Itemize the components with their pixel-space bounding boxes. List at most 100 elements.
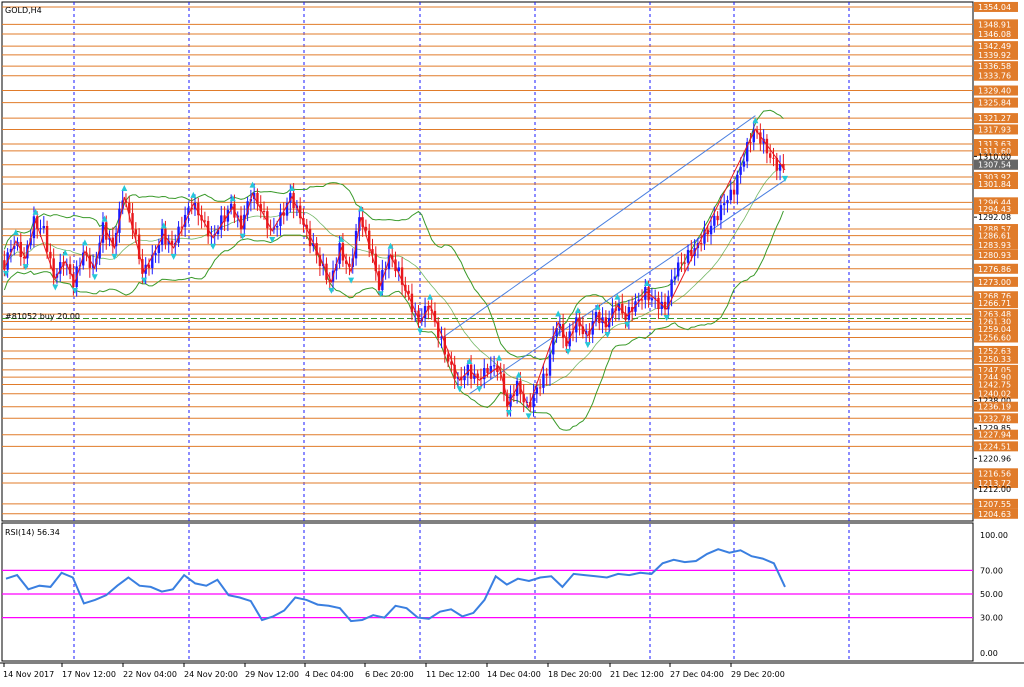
fractal-up-marker [288,185,295,192]
price-box [974,197,1018,208]
price-box [974,498,1018,509]
candle-body [650,298,654,301]
price-axis-label: 1342.49 [978,42,1011,51]
candle-body [59,262,62,274]
price-box [974,41,1018,52]
price-box [974,49,1018,60]
fractal-down-marker [525,413,532,420]
last-price-box [974,159,1018,170]
candle-body [180,226,184,228]
candle-body [203,220,207,222]
candle-body [223,215,226,222]
price-box [974,468,1018,479]
candle-body [522,394,525,403]
candle-body [453,364,456,379]
candle-body [3,260,6,270]
candle-body [39,228,42,230]
candle-body [82,252,85,266]
candle-body [308,228,312,247]
channel-upper-line [439,115,756,340]
price-axis-label: 1313.63 [978,140,1011,149]
fractal-down-marker [72,287,79,294]
candle-body [683,262,686,264]
price-box [974,298,1018,309]
fractal-down-marker [239,233,246,240]
time-axis-label: 14 Nov 2017 [3,670,54,679]
price-axis-label: 1227.94 [978,431,1011,440]
candle-body [489,365,493,374]
fractal-up-marker [427,293,434,300]
candle-body [348,263,351,267]
candle-body [131,213,134,230]
candle-body [45,226,49,252]
fractal-down-marker [22,264,29,271]
candle-body [594,312,598,322]
candle-body [713,215,716,226]
rsi-axis-label: 100.00 [980,531,1008,540]
candle-body [604,317,608,328]
price-axis-label: 1336.58 [978,62,1011,71]
candle-body [187,207,190,215]
candle-body [660,301,663,310]
candle-body [548,354,552,376]
price-axis-label: 1266.71 [978,299,1011,308]
fractal-up-marker [643,280,650,287]
candle-body [282,212,285,216]
price-axis-label: 1263.48 [978,310,1011,319]
candle-body [68,264,72,274]
channel-lower-line [469,179,786,395]
price-box [974,61,1018,72]
price-axis-label: 1247.05 [978,366,1011,375]
price-box [974,345,1018,356]
candle-body [167,240,170,245]
candle-body [289,192,292,203]
price-box [974,276,1018,287]
candle-body [229,203,233,210]
rsi-axis-label: 30.00 [980,614,1003,623]
price-box [974,171,1018,182]
price-axis-label: 1244.90 [978,373,1011,382]
price-box [974,291,1018,302]
candle-body [239,215,243,230]
candle-body [506,394,509,407]
price-box [974,429,1018,440]
price-axis-label: 1216.56 [978,469,1011,478]
price-box [974,413,1018,424]
fractal-up-marker [357,205,364,212]
fractal-down-marker [377,291,384,298]
price-box [974,145,1018,156]
candle-body [466,364,470,376]
price-box [974,309,1018,320]
candle-body [542,373,545,388]
price-axis-label: 1283.93 [978,241,1011,250]
candle-body [706,229,709,235]
price-axis-label: 1229.85 [978,424,1011,433]
candle-body [134,229,138,235]
candle-body [538,387,542,389]
price-axis-label: 1207.55 [978,500,1011,509]
candle-body [722,203,726,206]
rsi-axis-label: 70.00 [980,566,1003,575]
candle-body [621,303,624,314]
price-axis-label: 1276.86 [978,265,1011,274]
candle-body [492,365,496,367]
candle-body [637,299,640,302]
candle-body [653,297,657,299]
candle-body [575,317,578,333]
price-box [974,263,1018,274]
price-axis-label: 1325.84 [978,99,1011,108]
price-box [974,372,1018,383]
time-axis-label: 24 Nov 20:00 [184,670,238,679]
candle-body [128,202,131,214]
candle-body [726,200,729,204]
fractal-down-marker [348,277,355,284]
candle-body [703,229,706,244]
price-axis-label: 1261.30 [978,318,1011,327]
price-axis-label: 1232.78 [978,414,1011,423]
candle-body [364,226,368,231]
candle-body [285,202,289,216]
candle-body [736,174,739,195]
candle-body [670,279,673,297]
